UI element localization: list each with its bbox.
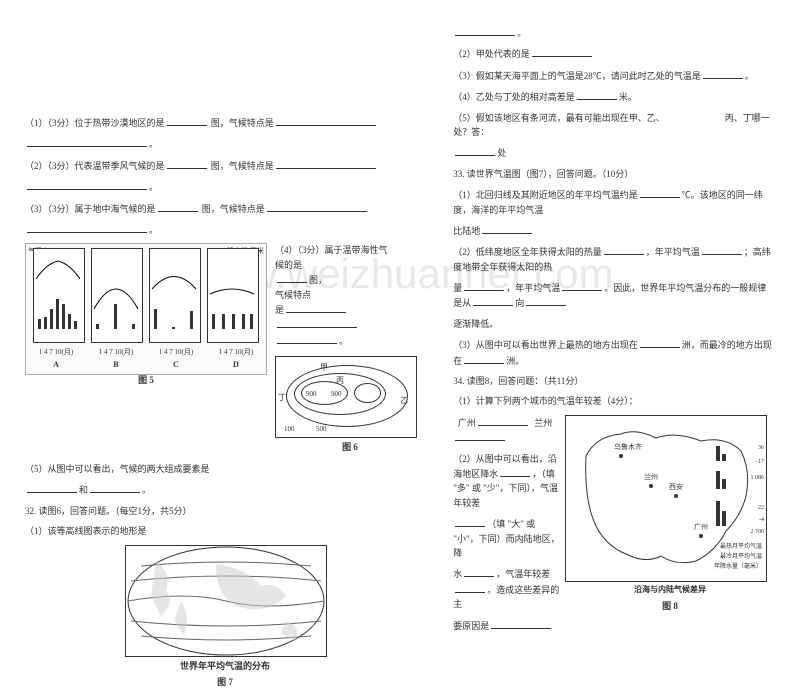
q32-1: （1）该等高线图表示的地形是 <box>25 526 147 536</box>
q34-1a: 广州 <box>458 418 476 428</box>
q34-1b: 兰州 <box>534 418 552 428</box>
fig5-caption: 图 5 <box>26 373 266 387</box>
q32-3b: 。 <box>745 71 754 81</box>
mark-yi: 乙 <box>400 395 408 408</box>
d2700: 2 700 <box>751 528 765 538</box>
leg1: 最热月平均气温 <box>720 543 762 553</box>
d-4: -4 <box>759 516 764 526</box>
q1-text: （1）（3分）位于热带沙漠地区的是 <box>25 118 165 128</box>
q33-1a: （1）北回归线及其附近地区的年平均气温约是 <box>453 190 638 200</box>
q34: 34. 读图8，回答问题：（共11分） <box>453 376 583 386</box>
q32-4a: （4）乙处与丁处的相对高差是 <box>453 92 575 102</box>
city-gz: 广州 <box>694 522 708 533</box>
q33: 33. 读世界气温图（图7），回答问题。（10分） <box>453 169 633 179</box>
lblC: C <box>173 359 179 372</box>
val500: 500 <box>316 424 327 435</box>
fig7-caption: 世界年平均气温的分布 <box>125 659 325 673</box>
q34-2e: ，气温年较差 <box>496 569 550 579</box>
d17: -17 <box>756 458 764 468</box>
mark-ding: 丁 <box>278 392 286 405</box>
q33-2a: （2）低纬度地区全年获得太阳的热量 <box>453 247 602 257</box>
q3-end: 图，气候特点是 <box>202 204 265 214</box>
q32-3a: （3）假如某天海平面上的气温是28℃，请问此时乙处的气温是 <box>453 71 701 81</box>
q4a: （4）（3分）属于温带海性气候的是 <box>275 245 388 269</box>
q32-5a: （5）假如该地区有条河流，最有可能出现在甲、乙、 <box>453 113 665 123</box>
chart-c <box>149 248 201 343</box>
city-xa: 西安 <box>669 482 683 493</box>
chart-b <box>91 248 143 343</box>
fig5-x2: 1 4 7 10(月) <box>99 347 133 358</box>
city-lz: 兰州 <box>644 472 658 483</box>
q5-text: （5）从图中可以看出，气候的两大组成要素是 <box>25 464 210 474</box>
q32: 32. 读图6，回答问题。（每空1分，共5分） <box>25 506 192 516</box>
q1-end: 图，气候特点是 <box>211 118 274 128</box>
d22: 22 <box>758 504 764 514</box>
fig7-label: 图 7 <box>125 675 325 689</box>
q34-1: （1）计算下列两个城市的气温年较差（4分）： <box>453 396 638 406</box>
chart-a <box>33 248 85 343</box>
lblD: D <box>233 359 239 372</box>
q33-3c: 洲。 <box>506 356 524 366</box>
d1086: 1 086 <box>751 474 765 484</box>
val100: 100 <box>284 424 295 435</box>
val900b: 900 <box>331 389 342 400</box>
city-wlmq: 乌鲁木齐 <box>614 442 642 453</box>
q3-text: （3）（3分）属于地中海气候的是 <box>25 204 156 214</box>
lblA: A <box>53 359 59 372</box>
q2-end: 图，气候特点是 <box>211 161 274 171</box>
q5b: 和 <box>79 485 88 495</box>
d36: 36 <box>758 444 764 454</box>
mark-bing: 丙 <box>336 375 344 388</box>
q4d: 是 <box>275 305 284 315</box>
q33-2d: 量 <box>453 283 462 293</box>
fig8-lbl: 图 8 <box>565 599 775 613</box>
q2-text: （2）（3分）代表温带季风气候的是 <box>25 161 165 171</box>
dot1: 。 <box>517 28 526 38</box>
q32-2: （2）甲处代表的是 <box>453 49 530 59</box>
fig5-x3: 1 4 7 10(月) <box>159 347 193 358</box>
q33-2g: 向 <box>515 298 524 308</box>
fig8-cap: 沿海与内陆气候差异 <box>565 584 775 597</box>
q33-2h: 逐渐降低。 <box>453 319 498 329</box>
lblB: B <box>113 359 118 372</box>
fig5-x4: 1 4 7 10(月) <box>219 347 253 358</box>
figure-5: 气温/℃ 降水量/毫米 <box>25 243 267 375</box>
q34-2d: 水 <box>453 569 462 579</box>
q4b: 图， <box>309 275 327 285</box>
fig5-x1: 1 4 7 10(月) <box>39 347 73 358</box>
leg2: 最冷月平均气温 <box>720 553 762 563</box>
fig6-caption: 图 6 <box>275 440 425 454</box>
figure-7: 世界年平均气温的分布 图 7 <box>125 545 325 675</box>
figure-8: 乌鲁木齐 兰州 西安 广州 36 -17 1 086 22 -4 2 700 最… <box>565 415 775 595</box>
q33-2e: ，年平均气温 <box>506 283 560 293</box>
q32-4b: 米。 <box>619 92 637 102</box>
q33-3a: （3）从图中可以看出世界上最热的地方出现在 <box>453 340 638 350</box>
q33-2b: ，年平均气温 <box>646 247 700 257</box>
q34-2g: 要原因是 <box>453 621 489 631</box>
q32-5c: 处 <box>497 148 506 158</box>
mark-jia: 甲 <box>320 362 328 375</box>
figure-6: 900 900 甲 乙 丙 丁 100 500 图 6 <box>275 356 425 456</box>
q4c: 气候特点 <box>275 290 311 300</box>
q33-1c: 比陆地 <box>453 226 480 236</box>
chart-d <box>207 248 259 343</box>
val900: 900 <box>306 389 317 400</box>
